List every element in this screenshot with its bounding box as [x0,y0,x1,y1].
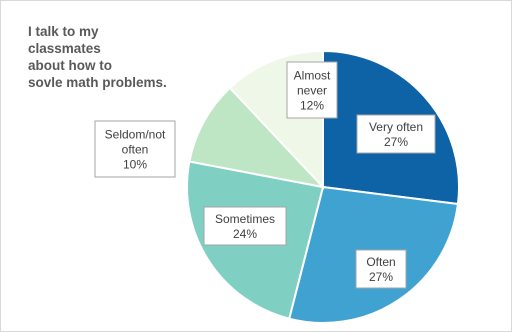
callout-box [203,206,287,246]
data-label-percent: 27% [369,270,393,284]
pie-callouts: Very often27%Often27%Sometimes24%Seldom/… [94,61,436,289]
data-label-category: Sometimes [215,212,275,226]
callout-box [356,114,436,154]
pie-slice-seldom-not-often [188,86,326,189]
callout-box [355,249,407,289]
data-label-category: Very often [369,120,423,134]
data-label-percent: 12% [300,99,324,113]
data-label-category: never [297,84,327,98]
chart-title-line: I talk to my [28,24,99,39]
chart-title-line: classmates [28,41,101,56]
data-label-percent: 24% [233,227,257,241]
chart-title-line: about how to [28,58,112,73]
data-label-category: often [122,143,149,157]
data-label-percent: 27% [384,135,408,149]
chart-title-line: sovle math problems. [28,75,167,90]
callout-box [94,120,176,178]
chart-title: I talk to my classmates about how to sov… [28,23,208,91]
data-label-category: Seldom/not [105,128,166,142]
data-label-category: Often [366,255,395,269]
data-label-percent: 10% [123,158,147,172]
data-label-category: Almost [294,69,331,83]
callout-box [286,61,338,119]
